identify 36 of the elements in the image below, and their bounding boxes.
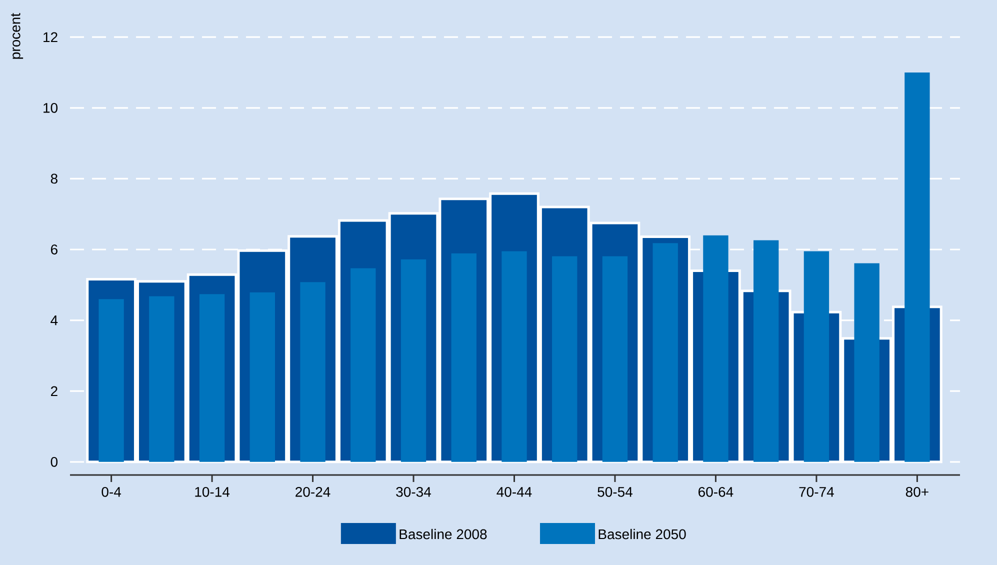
x-tick-label: 10-14 bbox=[195, 486, 230, 497]
bar bbox=[703, 235, 728, 462]
bar bbox=[854, 263, 880, 462]
bar bbox=[250, 292, 275, 462]
bar bbox=[753, 240, 779, 462]
bar bbox=[350, 268, 376, 462]
x-tick-label: 50-54 bbox=[598, 486, 632, 497]
bar bbox=[451, 253, 476, 462]
bar bbox=[300, 282, 326, 462]
y-axis-title: procent bbox=[11, 13, 24, 59]
bar bbox=[149, 296, 174, 462]
bar bbox=[602, 256, 628, 462]
bar bbox=[199, 294, 225, 462]
x-tick-label: 40-44 bbox=[496, 486, 532, 497]
x-tick-label: 0-4 bbox=[102, 486, 121, 497]
y-tick-label: 12 bbox=[44, 32, 58, 42]
legend-label: Baseline 2008 bbox=[400, 528, 487, 540]
y-tick-label: 0 bbox=[50, 456, 58, 467]
y-tick-label: 4 bbox=[50, 315, 58, 326]
bar bbox=[652, 243, 678, 462]
bar bbox=[552, 256, 578, 462]
x-tick-label: 20-24 bbox=[296, 486, 330, 497]
y-tick-label: 6 bbox=[50, 244, 58, 254]
x-tick-label: 70-74 bbox=[799, 486, 834, 497]
legend-label: Baseline 2050 bbox=[598, 528, 686, 540]
bar bbox=[400, 259, 426, 462]
y-tick-label: 10 bbox=[44, 102, 58, 113]
bar bbox=[502, 251, 527, 462]
x-tick-label: 30-34 bbox=[396, 486, 431, 497]
y-tick-label: 8 bbox=[50, 174, 58, 184]
bar bbox=[804, 251, 830, 462]
bar bbox=[904, 72, 930, 462]
y-tick-label: 2 bbox=[50, 386, 58, 396]
x-tick-label: 60-64 bbox=[698, 486, 734, 497]
bar bbox=[98, 299, 124, 462]
x-tick-label: 80+ bbox=[906, 486, 928, 497]
